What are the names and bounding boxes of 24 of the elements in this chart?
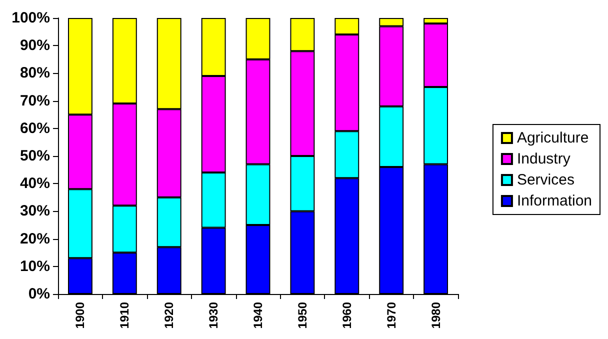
y-tick-label: 90% <box>20 37 50 54</box>
x-tick-label: 1920 <box>162 302 176 329</box>
x-tick-label: 1900 <box>73 302 88 329</box>
y-tick-label: 10% <box>20 258 50 275</box>
y-tick-label: 100% <box>12 10 50 26</box>
x-tick-label: 1980 <box>428 302 443 329</box>
y-tick-label: 40% <box>20 175 50 192</box>
legend-label: Agriculture <box>516 130 589 146</box>
legend-label: Industry <box>516 150 571 168</box>
y-tick-label: 50% <box>20 148 50 164</box>
y-tick-label: 80% <box>20 64 50 82</box>
y-tick-label: 20% <box>20 230 50 248</box>
y-tick-label: 0% <box>28 286 50 302</box>
y-tick-label: 70% <box>20 92 50 110</box>
y-tick-label: 30% <box>20 202 50 220</box>
x-tick-label: 1970 <box>384 302 398 329</box>
x-tick-label: 1960 <box>340 302 354 329</box>
x-tick-label: 1930 <box>206 302 221 329</box>
x-tick-label: 1910 <box>118 302 132 329</box>
y-tick-label: 60% <box>20 120 50 137</box>
legend-label: Information <box>516 192 592 210</box>
x-tick-label: 1940 <box>251 302 265 329</box>
x-tick-label: 1950 <box>295 302 310 329</box>
legend-label: Services <box>516 172 574 188</box>
